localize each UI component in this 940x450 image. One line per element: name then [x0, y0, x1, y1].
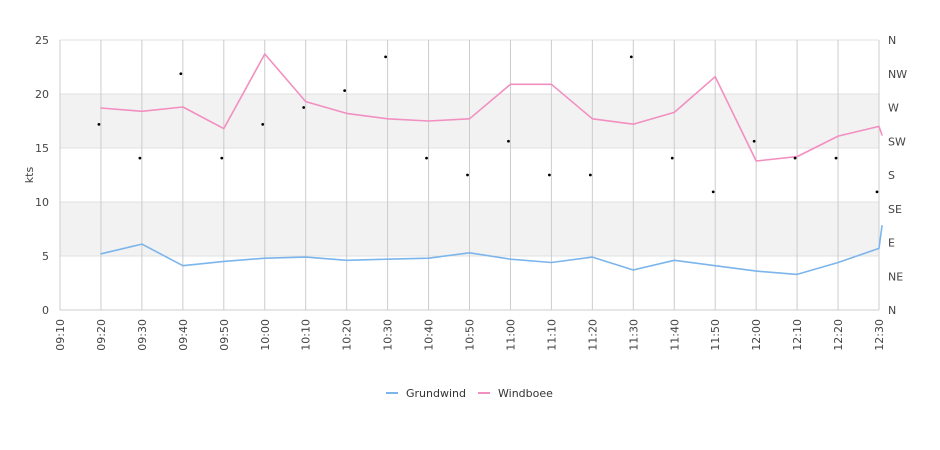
x-tick-label: 12:00 [750, 319, 763, 351]
y-tick-label: 25 [35, 34, 49, 47]
x-tick-label: 09:10 [54, 319, 67, 351]
y-tick-label: 15 [35, 142, 49, 155]
direction-point [507, 139, 510, 143]
direction-point [466, 173, 469, 177]
direction-point [261, 122, 265, 126]
x-tick-label: 12:30 [873, 319, 886, 351]
direction-tick-label: W [888, 102, 899, 115]
direction-point [588, 173, 592, 177]
legend: Grundwind Windboee [386, 387, 553, 400]
x-tick-label: 10:50 [464, 319, 477, 351]
series-group [100, 53, 883, 276]
direction-point [834, 156, 838, 160]
x-axis: 09:10 09:20 09:30 09:40 09:50 10:00 10:10 10:20… [54, 319, 886, 351]
direction-point [343, 89, 347, 93]
x-tick-label: 12:10 [791, 319, 804, 351]
direction-point [425, 156, 428, 160]
y-tick-label: 10 [35, 196, 49, 209]
x-tick-label: 10:20 [341, 319, 354, 351]
y-axis: 0 5 10 15 20 25 [35, 34, 49, 317]
direction-point [711, 190, 715, 194]
y-axis-title: kts [23, 167, 36, 184]
direction-point [548, 173, 551, 177]
x-tick-label: 09:50 [218, 319, 231, 351]
direction-point [220, 156, 224, 160]
direction-point [670, 156, 674, 160]
y-tick-label: 0 [42, 304, 49, 317]
direction-tick-label: N [888, 304, 896, 317]
direction-point [752, 139, 756, 143]
direction-point [793, 156, 797, 160]
x-tick-label: 10:00 [259, 319, 272, 351]
direction-point [138, 156, 142, 160]
legend-label: Grundwind [406, 387, 466, 400]
direction-points [97, 55, 879, 194]
direction-tick-label: E [888, 237, 895, 250]
direction-tick-label: S [888, 169, 895, 182]
direction-point [97, 122, 101, 126]
x-tick-label: 11:40 [668, 319, 681, 351]
x-tick-label: 10:30 [382, 319, 395, 351]
x-tick-label: 09:30 [136, 319, 149, 351]
x-tick-label: 11:10 [545, 319, 558, 351]
direction-point [629, 55, 633, 59]
direction-tick-label: SW [888, 135, 906, 148]
x-tick-label: 10:10 [300, 319, 313, 351]
direction-point [302, 106, 306, 109]
x-tick-label: 11:00 [504, 319, 517, 351]
x-tick-label: 09:20 [95, 319, 108, 351]
grid [59, 39, 880, 311]
x-tick-label: 11:20 [586, 319, 599, 351]
x-tick-label: 09:40 [177, 319, 190, 351]
direction-tick-label: NE [888, 270, 903, 283]
y-tick-label: 20 [35, 88, 49, 101]
y-tick-label: 5 [42, 250, 49, 263]
x-tick-label: 11:30 [627, 319, 640, 351]
direction-point [179, 72, 183, 76]
x-tick-label: 12:20 [832, 319, 845, 351]
x-tick-label: 11:50 [709, 319, 722, 351]
direction-point [875, 190, 879, 194]
series-line-1 [100, 225, 883, 276]
direction-axis: N NE E SE S SW W NW N [888, 34, 907, 317]
direction-tick-label: N [888, 34, 896, 47]
x-tick-label: 10:40 [423, 319, 436, 351]
legend-label: Windboee [498, 387, 553, 400]
series-line-2 [100, 53, 883, 162]
direction-tick-label: SE [888, 203, 902, 216]
direction-tick-label: NW [888, 68, 907, 81]
direction-point [384, 55, 387, 59]
